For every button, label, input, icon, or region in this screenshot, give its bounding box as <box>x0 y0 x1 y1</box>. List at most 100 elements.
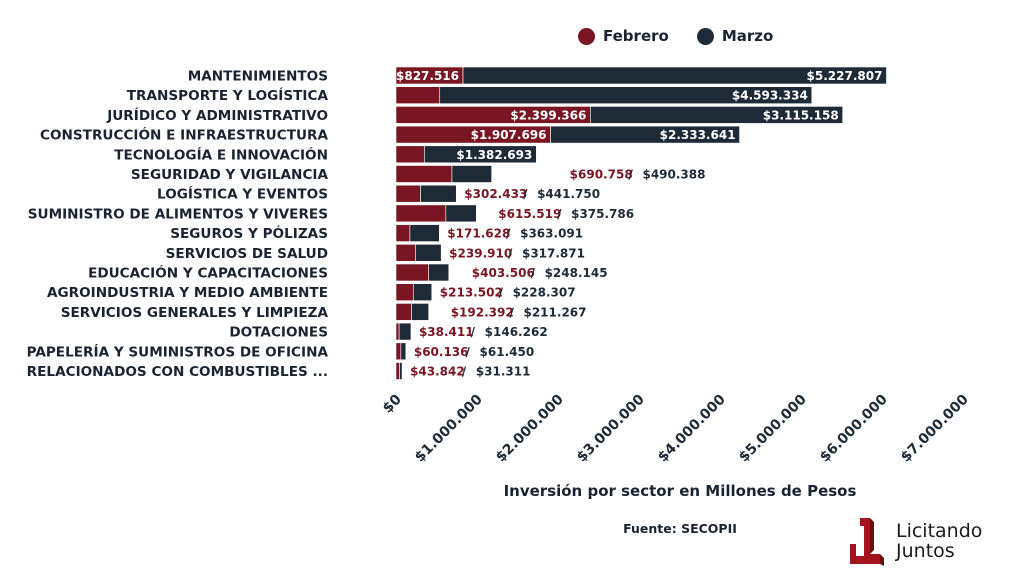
data-label-febrero: $192.392 <box>451 305 514 319</box>
x-tick-label: $6.000.000 <box>817 391 891 465</box>
logo-line-2: Juntos <box>896 540 955 562</box>
data-label-marzo: $3.115.158 <box>763 108 839 122</box>
data-label-marzo: $4.593.334 <box>732 89 808 103</box>
data-label-separator: / <box>471 325 476 339</box>
legend-item-febrero[interactable]: Febrero <box>578 27 669 45</box>
chart-legend: Febrero Marzo <box>578 27 801 45</box>
data-label-separator: / <box>506 227 511 241</box>
category-label: SUMINISTRO DE ALIMENTOS Y VIVERES <box>28 206 328 222</box>
x-tick-label: $3.000.000 <box>574 391 648 465</box>
x-tick-label: $5.000.000 <box>736 391 810 465</box>
data-label-marzo: $490.388 <box>642 168 705 182</box>
category-label: TECNOLOGÍA E INNOVACIÓN <box>114 145 328 163</box>
bar-marzo <box>412 283 433 302</box>
data-label-separator: / <box>557 207 562 221</box>
bar-marzo <box>439 86 813 104</box>
data-label-febrero: $38.411 <box>419 325 474 339</box>
bar-febrero <box>395 165 453 183</box>
data-label-marzo: $1.382.693 <box>456 148 532 162</box>
bar-marzo <box>409 224 440 242</box>
bar-febrero <box>395 283 414 302</box>
data-label-marzo: $228.307 <box>513 286 576 300</box>
data-label-marzo: $441.750 <box>537 187 600 201</box>
category-label: TRANSPORTE Y LOGÍSTICA <box>127 86 329 104</box>
bar-marzo <box>411 303 429 321</box>
bar-febrero <box>395 244 416 262</box>
data-label-separator: / <box>523 187 528 201</box>
data-label-separator: / <box>462 365 467 379</box>
bar-febrero <box>395 322 400 341</box>
data-label-separator: / <box>509 305 514 319</box>
category-label: DOTACIONES <box>229 325 328 341</box>
legend-item-marzo[interactable]: Marzo <box>696 27 774 45</box>
logo-line-1: Licitando <box>896 520 983 542</box>
bar-marzo <box>451 165 492 183</box>
logo-mark-icon <box>850 518 884 566</box>
category-label: SERVICIOS DE SALUD <box>166 246 328 262</box>
data-label-marzo: $31.311 <box>476 365 531 379</box>
brand-logo: Licitando Juntos <box>846 516 982 566</box>
bar-marzo <box>420 184 457 203</box>
category-label: SEGUROS Y PÓLIZAS <box>170 224 328 242</box>
data-label-febrero: $171.628 <box>447 227 510 241</box>
data-label-marzo: $375.786 <box>571 207 634 221</box>
legend-label-febrero: Febrero <box>603 27 669 45</box>
legend-swatch-febrero <box>578 27 595 45</box>
data-label-febrero: $302.433 <box>464 187 527 201</box>
source-note: Fuente: SECOPII <box>623 521 737 536</box>
bar-chart: MANTENIMIENTOS $827.516 $5.227.807 TRANSPOR… <box>27 66 972 465</box>
data-label-febrero: $213.502 <box>440 286 503 300</box>
data-label-febrero: $239.910 <box>449 246 512 260</box>
bar-febrero <box>395 184 421 203</box>
x-tick-label: $2.000.000 <box>493 391 567 465</box>
category-label: CONSTRUCCIÓN E INFRAESTRUCTURA <box>40 126 328 144</box>
data-label-marzo: $248.145 <box>545 266 608 280</box>
x-tick-label: $1.000.000 <box>412 391 486 465</box>
category-label: EDUCACIÓN Y CAPACITACIONES <box>88 264 328 282</box>
data-label-marzo: $61.450 <box>480 345 535 359</box>
data-label-febrero: $827.516 <box>396 69 459 83</box>
legend-label-marzo: Marzo <box>721 27 774 45</box>
data-label-febrero: $690.758 <box>570 168 633 182</box>
data-label-febrero: $43.842 <box>410 365 465 379</box>
bar-marzo <box>550 125 740 144</box>
data-label-marzo: $317.871 <box>522 246 585 260</box>
bar-febrero <box>395 263 429 282</box>
bar-marzo <box>400 342 407 361</box>
data-label-marzo: $2.333.641 <box>660 128 736 142</box>
bar-febrero <box>395 86 441 104</box>
data-label-marzo: $211.267 <box>523 305 586 319</box>
legend-swatch-marzo <box>696 27 714 45</box>
bar-marzo <box>399 362 403 380</box>
bar-febrero <box>395 362 400 380</box>
data-label-separator: / <box>499 286 504 300</box>
bar-febrero <box>395 224 411 242</box>
bar-febrero <box>395 204 447 223</box>
category-label: SEGURIDAD Y VIGILANCIA <box>131 167 329 183</box>
category-label: MANTENIMIENTOS <box>188 69 328 85</box>
bar-febrero <box>395 342 402 361</box>
data-label-febrero: $60.136 <box>414 345 469 359</box>
category-label: SERVICIOS GENERALES Y LIMPIEZA <box>61 305 329 321</box>
data-label-febrero: $2.399.366 <box>510 108 586 122</box>
x-tick-label: $4.000.000 <box>655 391 729 465</box>
logo-text: Licitando Juntos <box>896 521 982 561</box>
bar-marzo <box>398 322 412 341</box>
category-label: JURÍDICO Y ADMINISTRATIVO <box>106 106 328 124</box>
x-axis-title: Inversión por sector en Millones de Peso… <box>503 482 857 500</box>
data-label-marzo: $146.262 <box>485 325 548 339</box>
data-label-febrero: $615.519 <box>498 207 561 221</box>
data-label-febrero: $1.907.696 <box>471 128 547 142</box>
category-label: LOGÍSTICA Y EVENTOS <box>157 185 328 203</box>
data-label-separator: / <box>508 246 513 260</box>
data-label-marzo: $5.227.807 <box>807 69 883 83</box>
category-label: RELACIONADOS CON COMBUSTIBLES ... <box>27 364 328 380</box>
bar-marzo <box>462 66 887 85</box>
x-tick-label: $7.000.000 <box>898 391 972 465</box>
bar-febrero <box>395 303 412 321</box>
data-label-separator: / <box>531 266 536 280</box>
bar-marzo <box>424 145 537 164</box>
data-label-marzo: $363.091 <box>520 227 583 241</box>
data-label-febrero: $403.506 <box>472 266 535 280</box>
data-label-separator: / <box>466 345 471 359</box>
